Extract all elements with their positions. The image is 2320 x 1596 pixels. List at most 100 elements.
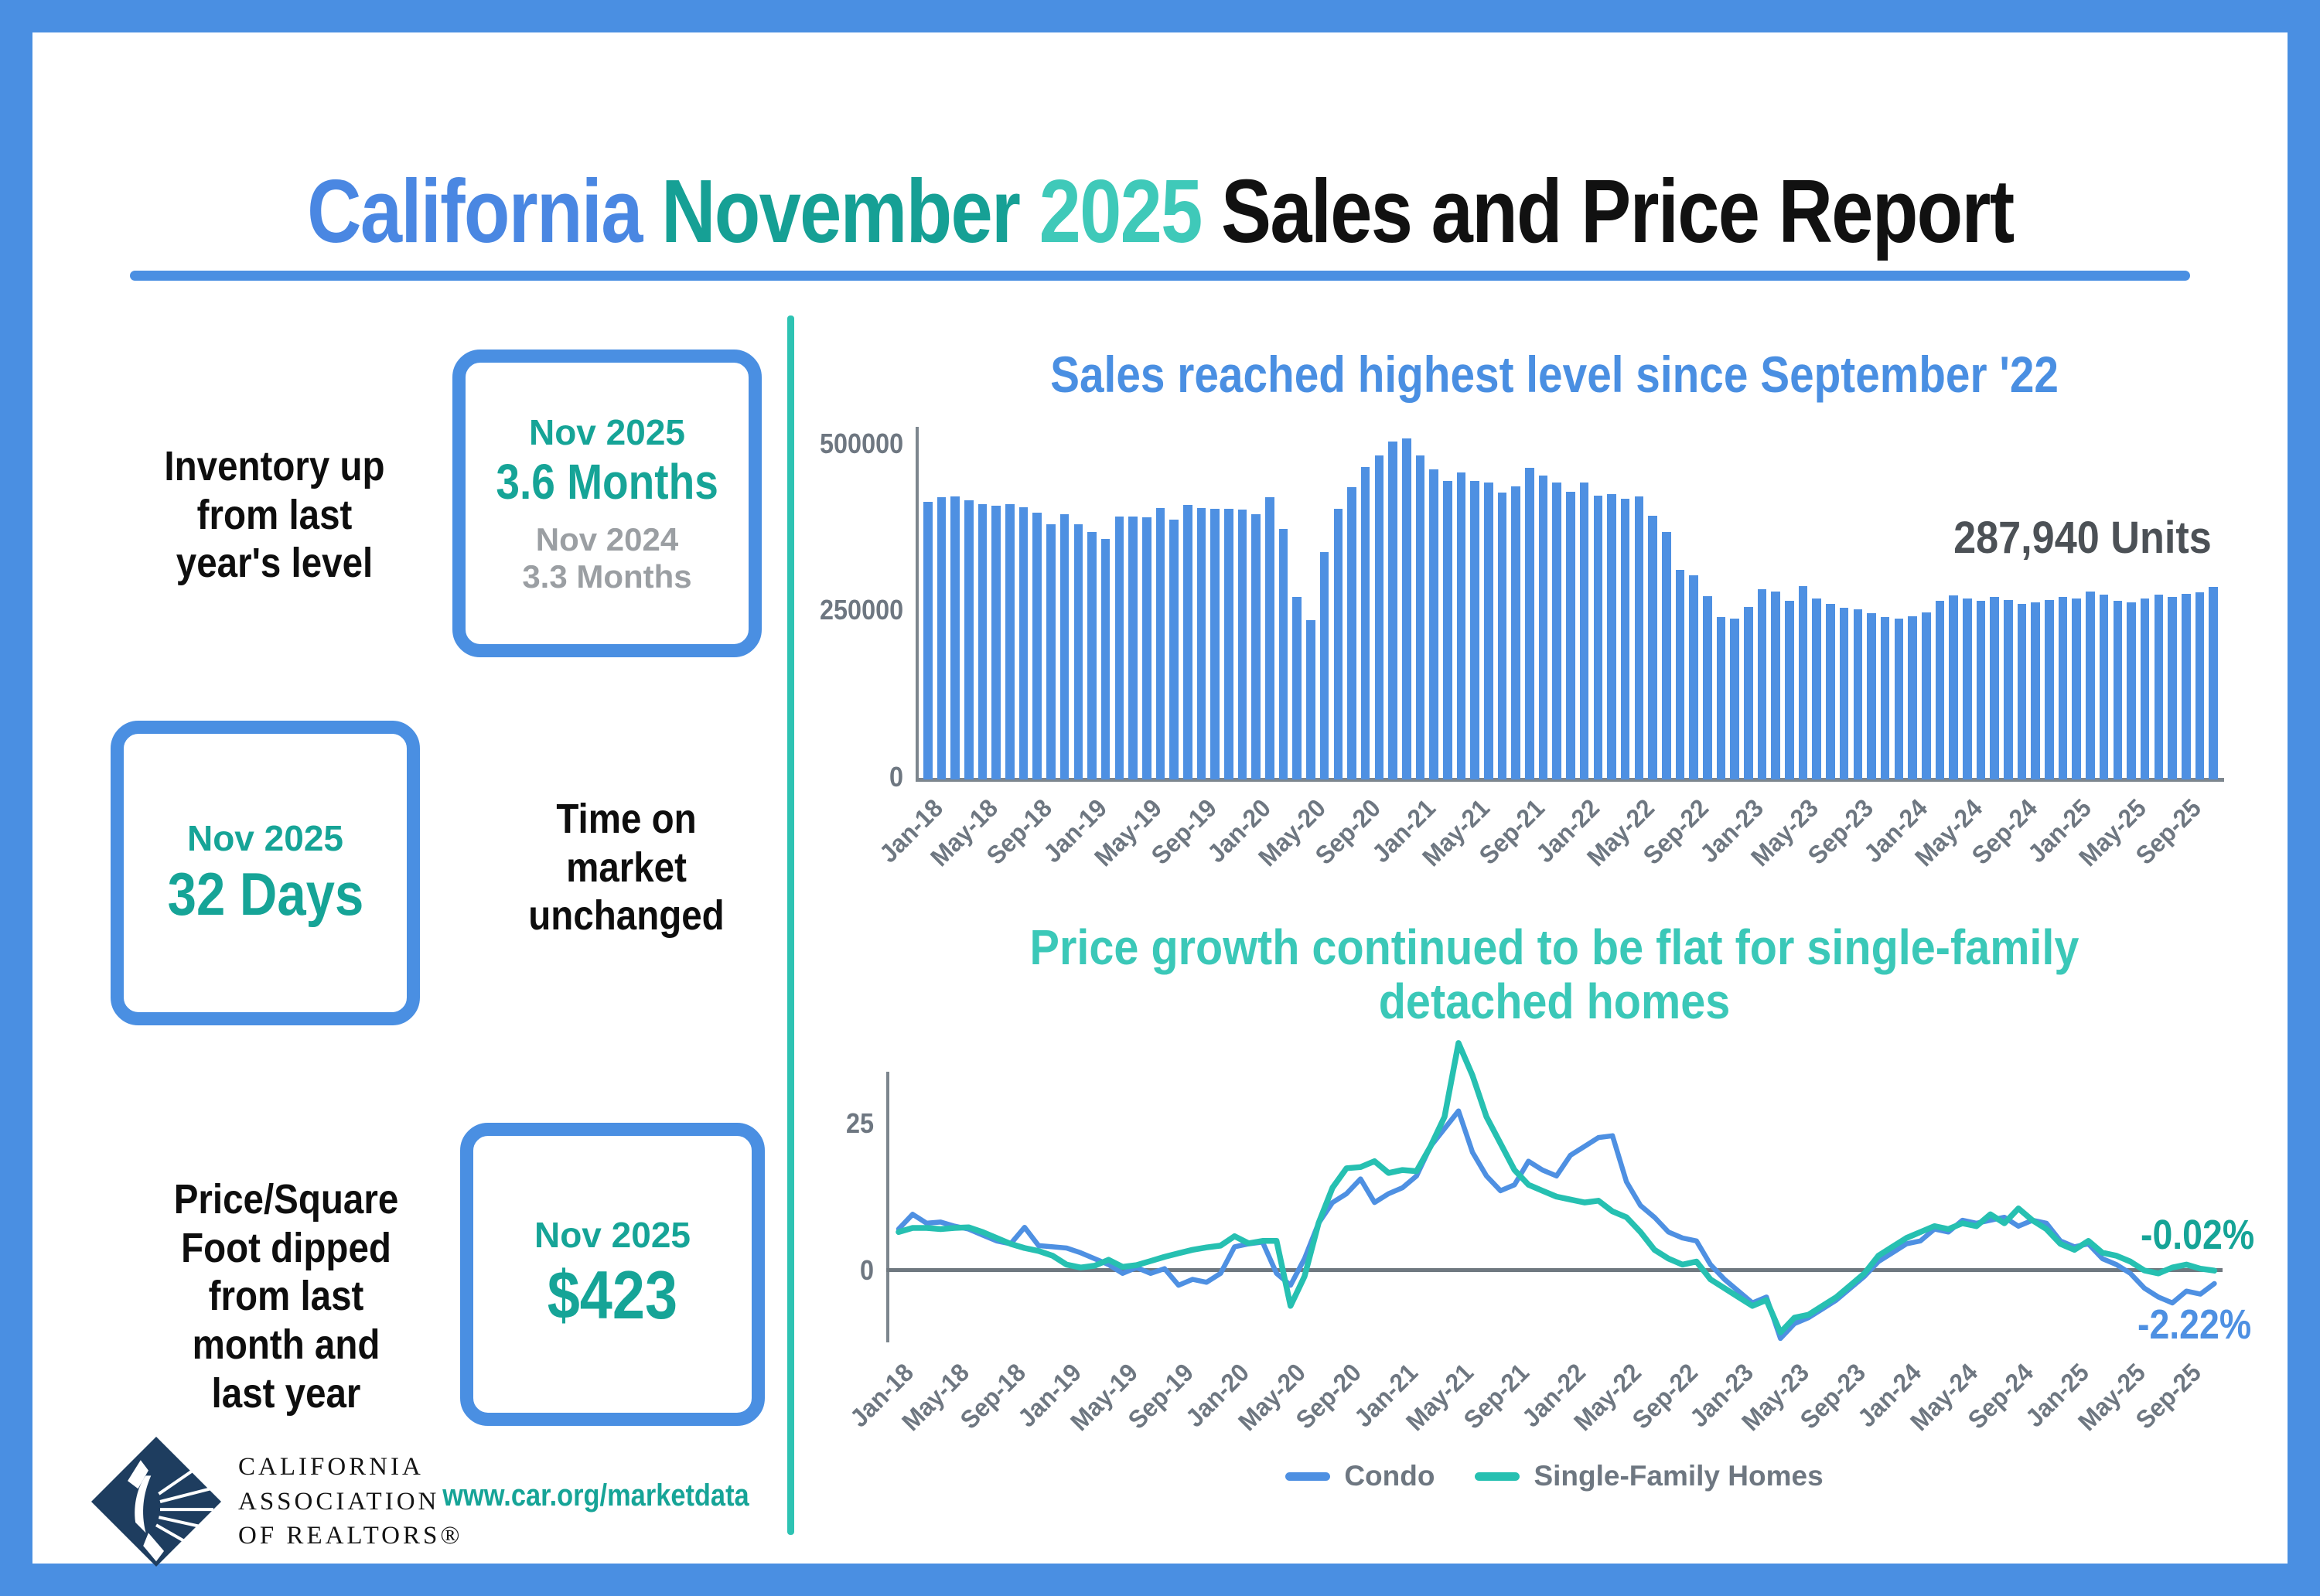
vertical-divider xyxy=(787,315,794,1535)
sales-bar xyxy=(2017,604,2027,779)
sales-bar xyxy=(1949,595,1958,779)
sales-bar xyxy=(1757,589,1767,779)
sales-bar xyxy=(1963,598,1972,779)
sales-bar xyxy=(1867,613,1876,779)
sales-bar xyxy=(1401,438,1411,779)
sales-bar xyxy=(964,500,974,779)
sales-bar xyxy=(1237,510,1247,779)
sales-bar xyxy=(1648,515,1657,779)
sales-bar xyxy=(1634,496,1644,779)
sales-bar xyxy=(1278,529,1288,779)
car-logo-icon xyxy=(91,1437,221,1567)
logo-line: ASSOCIATION xyxy=(238,1487,440,1516)
text-line: Price/Square xyxy=(173,1176,399,1223)
price-chart-legend: Condo Single-Family Homes xyxy=(889,1460,2219,1492)
sales-bar xyxy=(937,497,947,779)
sales-bar xyxy=(977,504,988,779)
price-line-series xyxy=(896,1040,2218,1342)
sales-bar xyxy=(2195,592,2205,779)
sales-bar xyxy=(2086,591,2095,779)
time-on-market-stat-box: Nov 2025 32 Days xyxy=(111,721,420,1025)
sales-bar xyxy=(1360,467,1370,779)
sales-bar xyxy=(1921,612,1931,779)
sales-bar xyxy=(1935,600,1945,779)
sales-bar xyxy=(1005,504,1015,779)
sales-bar xyxy=(1593,495,1603,779)
price-y-axis xyxy=(886,1072,889,1342)
condo-end-label: -2.22% xyxy=(2137,1301,2252,1348)
inventory-stat-box: Nov 2025 3.6 Months Nov 2024 3.3 Months xyxy=(452,350,762,657)
sales-bar xyxy=(1880,616,1890,779)
sales-bar xyxy=(1128,516,1138,779)
sales-bar xyxy=(1141,517,1151,779)
title-part: Sales and Price Report xyxy=(1220,160,2015,261)
sales-bar xyxy=(2168,597,2177,779)
sales-bar xyxy=(1224,509,1233,779)
sales-bar xyxy=(1730,619,1739,779)
sales-annotation: 287,940 Units xyxy=(1953,513,2212,563)
sales-bar xyxy=(1853,609,1863,779)
sales-bar xyxy=(1210,509,1220,779)
sales-bar xyxy=(991,505,1001,779)
sales-bar xyxy=(1579,482,1589,779)
sales-bar xyxy=(1894,619,1904,779)
stat-prev-period: Nov 2024 xyxy=(535,520,679,558)
sales-bar xyxy=(2099,595,2109,779)
stat-value: 3.6 Months xyxy=(496,453,718,510)
car-logo: CALIFORNIA ASSOCIATION OF REALTORS® xyxy=(91,1437,462,1567)
text-line: Foot dipped xyxy=(181,1224,391,1271)
sales-bar xyxy=(1744,607,1753,779)
title-part: California xyxy=(306,160,661,261)
y-tick-250000: 250000 xyxy=(819,594,903,626)
sales-bar-series xyxy=(923,431,2223,779)
text-line: market xyxy=(566,844,687,891)
sales-bar xyxy=(1497,492,1507,779)
sales-bar xyxy=(1566,491,1575,779)
sales-bar xyxy=(2113,600,2123,779)
y-tick-0-line-chart: 0 xyxy=(859,1254,874,1286)
stat-prev-value: 3.3 Months xyxy=(522,558,692,595)
sales-bar xyxy=(923,501,933,779)
sales-bar xyxy=(1306,619,1315,779)
sales-bar xyxy=(1908,616,1917,779)
sales-bar xyxy=(2072,598,2082,779)
sales-chart-title: Sales reached highest level since Septem… xyxy=(1050,346,2059,403)
sales-bar xyxy=(1620,499,1630,779)
stat-label-time-on-market: Time on market unchanged xyxy=(464,795,789,940)
sales-bar xyxy=(1114,516,1124,779)
page-title-text: California November 2025 Sales and Price… xyxy=(306,159,2015,263)
text-line: last year xyxy=(211,1369,361,1417)
sales-x-axis xyxy=(916,778,2224,782)
sales-y-axis xyxy=(916,427,919,781)
sales-bar xyxy=(1415,455,1425,779)
sales-bar xyxy=(1456,472,1466,779)
sales-bar xyxy=(1511,486,1520,779)
logo-line: CALIFORNIA xyxy=(238,1453,424,1482)
stat-label-price-sqft: Price/Square Foot dipped from last month an… xyxy=(101,1175,472,1417)
sales-bar xyxy=(1155,508,1165,779)
legend-label: Condo xyxy=(1344,1460,1435,1492)
sales-bar xyxy=(950,496,960,779)
sales-bar xyxy=(2127,602,2136,779)
sales-bar xyxy=(1073,524,1083,779)
sales-bar xyxy=(2154,595,2164,779)
sales-bar xyxy=(1429,469,1438,779)
sales-bar xyxy=(1251,514,1261,779)
sales-bar xyxy=(1087,531,1097,779)
sales-bar xyxy=(1196,508,1206,779)
sales-bar xyxy=(2045,599,2054,779)
text-line: year's level xyxy=(176,540,374,587)
logo-line: OF REALTORS® xyxy=(238,1522,463,1550)
legend-item-single-family: Single-Family Homes xyxy=(1475,1460,1824,1492)
marketdata-url[interactable]: www.car.org/marketdata xyxy=(442,1478,749,1512)
y-tick-25: 25 xyxy=(845,1107,874,1139)
price-zero-line xyxy=(886,1268,2223,1272)
sales-bar xyxy=(2140,598,2150,779)
sales-bar xyxy=(1292,596,1302,779)
sales-bar xyxy=(1032,512,1042,779)
sales-bar xyxy=(1812,598,1822,779)
text-line: from last xyxy=(208,1273,364,1320)
sales-bar xyxy=(1798,585,1808,779)
sales-bar xyxy=(1538,475,1548,779)
